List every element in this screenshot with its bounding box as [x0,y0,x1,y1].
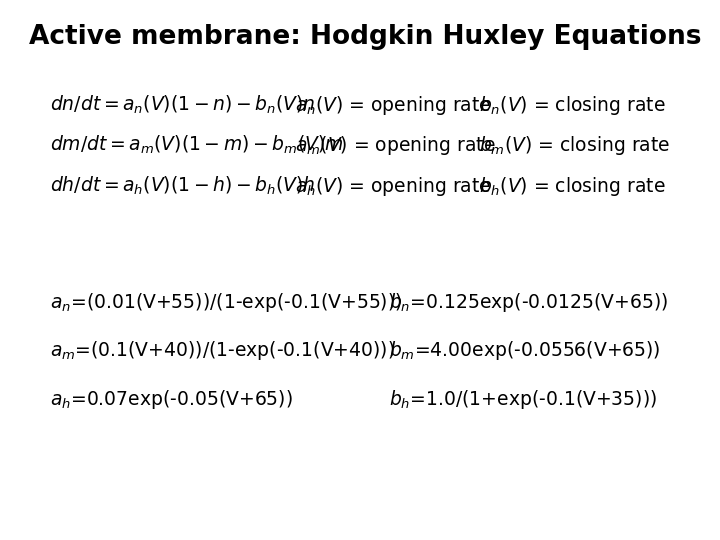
Text: $a_m$=(0.1(V+40))/(1-exp(-0.1(V+40))): $a_m$=(0.1(V+40))/(1-exp(-0.1(V+40))) [50,340,395,362]
Text: $a_m(V)$ = opening rate: $a_m(V)$ = opening rate [295,134,496,157]
Text: $b_n(V)$ = closing rate: $b_n(V)$ = closing rate [479,94,665,117]
Text: $a_h$=0.07exp(-0.05(V+65)): $a_h$=0.07exp(-0.05(V+65)) [50,388,293,411]
Text: $b_n$=0.125exp(-0.0125(V+65)): $b_n$=0.125exp(-0.0125(V+65)) [389,291,668,314]
Text: $a_n$=(0.01(V+55))/(1-exp(-0.1(V+55))): $a_n$=(0.01(V+55))/(1-exp(-0.1(V+55))) [50,291,402,314]
Text: $dn/dt=a_n(V)(1-n)-b_n(V)n$: $dn/dt=a_n(V)(1-n)-b_n(V)n$ [50,94,316,116]
Text: $a_h(V)$ = opening rate: $a_h(V)$ = opening rate [295,175,492,198]
Text: $dm/dt=a_m(V)(1-m)-b_m(V)m$: $dm/dt=a_m(V)(1-m)-b_m(V)m$ [50,134,344,157]
Text: $dh/dt=a_h(V)(1-h)-b_h(V)h$: $dh/dt=a_h(V)(1-h)-b_h(V)h$ [50,175,316,197]
Text: Active membrane: Hodgkin Huxley Equations: Active membrane: Hodgkin Huxley Equation… [29,24,701,50]
Text: $b_h$=1.0/(1+exp(-0.1(V+35))): $b_h$=1.0/(1+exp(-0.1(V+35))) [389,388,657,411]
Text: $a_n(V)$ = opening rate: $a_n(V)$ = opening rate [295,94,492,117]
Text: $b_m(V)$ = closing rate: $b_m(V)$ = closing rate [479,134,670,157]
Text: $b_h(V)$ = closing rate: $b_h(V)$ = closing rate [479,175,665,198]
Text: $b_m$=4.00exp(-0.0556(V+65)): $b_m$=4.00exp(-0.0556(V+65)) [389,340,660,362]
